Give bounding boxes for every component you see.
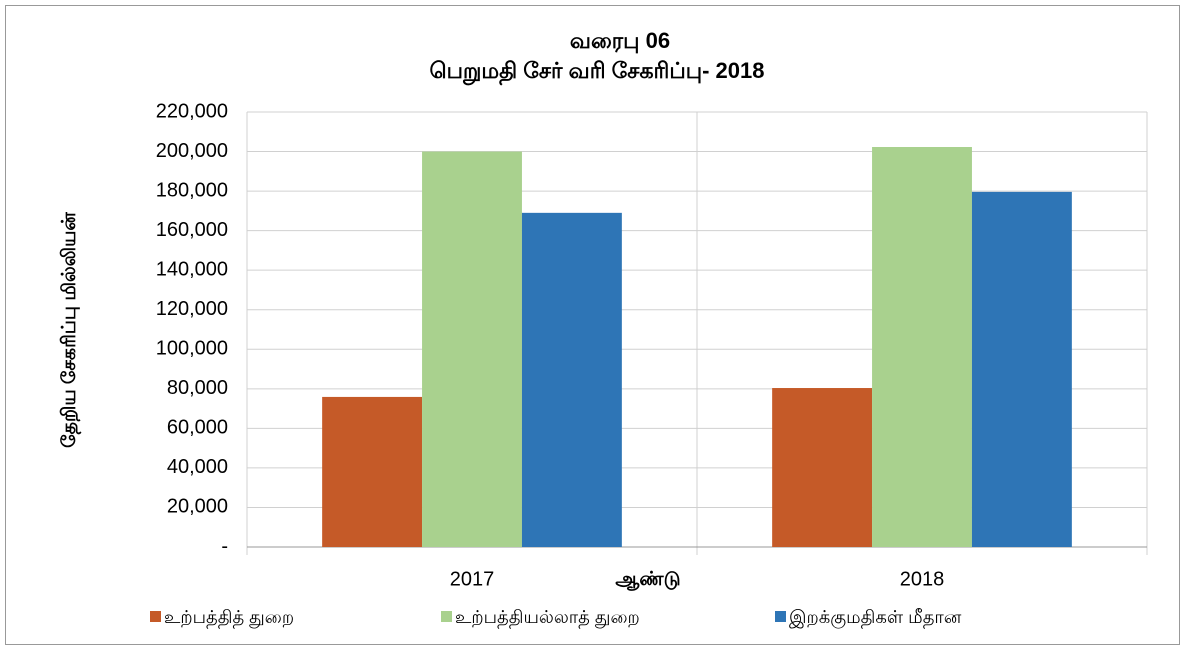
x-tick-label: 2017: [450, 568, 495, 590]
y-tick-label: 120,000: [156, 298, 228, 320]
legend-label: இறக்குமதிகள் மீதான: [789, 607, 962, 629]
y-tick-label: 200,000: [156, 140, 228, 162]
y-axis-title: தேறிய சேகரிப்பு மில்லியன்: [59, 212, 82, 448]
bar: [971, 191, 1072, 547]
y-tick-label: 40,000: [167, 456, 228, 478]
legend-label: உற்பத்தித் துறை: [164, 607, 294, 629]
y-tick-label: 80,000: [167, 377, 228, 399]
y-tick-label: -: [221, 535, 228, 557]
bar: [521, 212, 622, 547]
y-tick-label: 60,000: [167, 417, 228, 439]
y-tick-label: 220,000: [156, 100, 228, 122]
legend: உற்பத்தித் துறை உற்பத்தியல்லாத் துறை இறக்க…: [150, 607, 962, 629]
bar: [422, 151, 522, 547]
bar: [772, 388, 873, 547]
legend-swatch: [441, 611, 452, 622]
x-tick-label: 2018: [900, 568, 945, 590]
y-tick-label: 140,000: [156, 258, 228, 280]
x-axis-title: ஆண்டு: [615, 569, 680, 590]
y-tick-label: 180,000: [156, 179, 228, 201]
y-tick-label: 100,000: [156, 338, 228, 360]
bar: [322, 396, 423, 547]
y-tick-label: 20,000: [167, 496, 228, 518]
legend-swatch: [150, 611, 161, 622]
legend-label: உற்பத்தியல்லாத் துறை: [455, 607, 640, 629]
y-tick-label: 160,000: [156, 219, 228, 241]
bar: [872, 146, 972, 547]
legend-swatch: [775, 611, 786, 622]
chart-subtitle: பெறுமதி சேர் வரி சேகரிப்பு- 2018: [430, 58, 765, 86]
chart-title: வரைபு 06: [570, 28, 670, 53]
